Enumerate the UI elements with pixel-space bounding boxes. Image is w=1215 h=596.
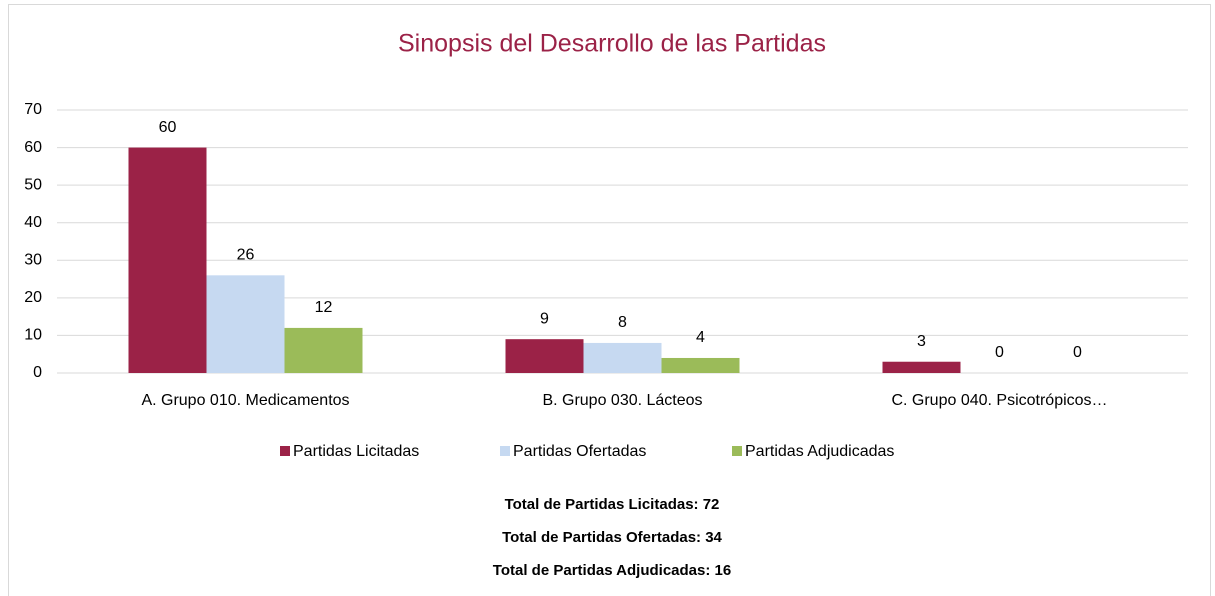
legend-swatch	[500, 446, 510, 456]
data-label: 60	[159, 119, 177, 136]
total-line: Total de Partidas Ofertadas: 34	[502, 529, 722, 546]
bar	[661, 357, 740, 373]
y-tick-label: 60	[24, 139, 42, 156]
bar	[206, 275, 285, 373]
data-label: 26	[237, 247, 255, 264]
legend-swatch	[732, 446, 742, 456]
y-tick-label: 70	[24, 101, 42, 118]
legend-label: Partidas Ofertadas	[513, 443, 646, 460]
y-tick-label: 40	[24, 214, 42, 231]
legend-label: Partidas Adjudicadas	[745, 443, 894, 460]
data-label: 3	[917, 333, 926, 350]
x-tick-label: A. Grupo 010. Medicamentos	[141, 392, 349, 409]
data-label: 0	[1073, 344, 1082, 361]
data-label: 8	[618, 314, 627, 331]
y-tick-label: 30	[24, 252, 42, 269]
data-label: 4	[696, 329, 705, 346]
legend-label: Partidas Licitadas	[293, 443, 419, 460]
bar	[284, 327, 363, 373]
data-label: 9	[540, 310, 549, 327]
bar	[882, 361, 961, 373]
y-tick-label: 0	[33, 364, 42, 381]
x-tick-label: B. Grupo 030. Lácteos	[542, 392, 702, 409]
bar	[505, 339, 584, 373]
y-tick-label: 50	[24, 176, 42, 193]
y-tick-label: 20	[24, 289, 42, 306]
total-line: Total de Partidas Licitadas: 72	[505, 496, 720, 513]
bar	[128, 147, 207, 373]
y-tick-label: 10	[24, 327, 42, 344]
data-label: 12	[315, 299, 333, 316]
bar	[583, 342, 662, 373]
legend-swatch	[280, 446, 290, 456]
chart-title: Sinopsis del Desarrollo de las Partidas	[398, 30, 826, 58]
data-label: 0	[995, 344, 1004, 361]
x-tick-label: C. Grupo 040. Psicotrópicos…	[891, 392, 1107, 409]
total-line: Total de Partidas Adjudicadas: 16	[493, 562, 731, 579]
